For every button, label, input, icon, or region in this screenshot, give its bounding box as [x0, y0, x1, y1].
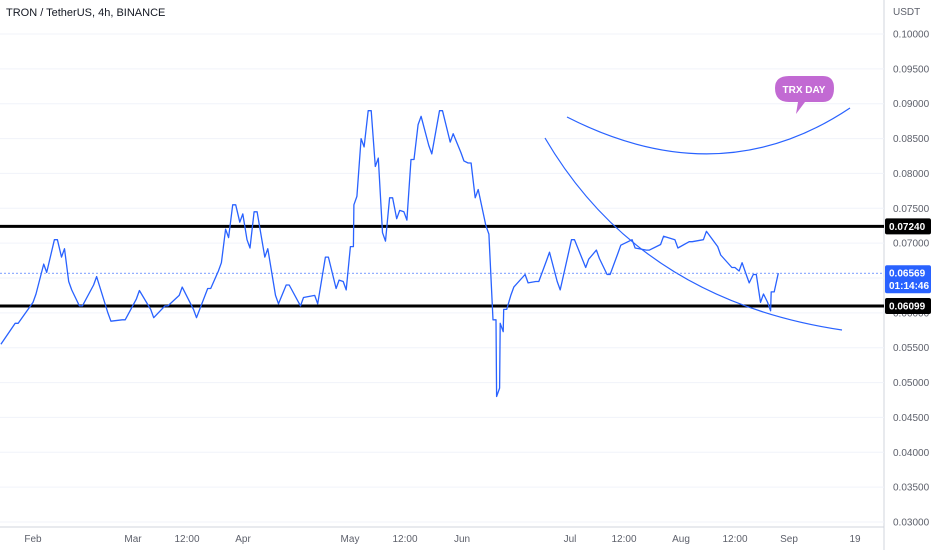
chart-title: TRON / TetherUS, 4h, BINANCE	[6, 7, 166, 19]
x-tick-label: 12:00	[611, 534, 636, 545]
y-tick-label: 0.07500	[893, 204, 930, 215]
y-tick-label: 0.09500	[893, 64, 930, 75]
y-tick-label: 0.03500	[893, 483, 930, 494]
resistance-tag	[885, 218, 931, 235]
x-tick-label: Jul	[564, 534, 577, 545]
callout-bubble[interactable]	[775, 76, 834, 114]
y-tick-label: 0.09000	[893, 99, 930, 110]
y-tick-label: 0.08000	[893, 169, 930, 180]
x-tick-label: Aug	[672, 534, 690, 545]
time-axis[interactable]: Feb Mar 12:00 Apr May 12:00 Jun Jul 12:00 Aug 12:0…	[24, 534, 861, 545]
last-price-tag-text: 0.06569	[889, 269, 926, 280]
x-tick-label: 12:00	[174, 534, 199, 545]
grid	[0, 0, 885, 550]
x-tick-label: Jun	[454, 534, 470, 545]
x-tick-label: May	[341, 534, 360, 545]
x-tick-label: Apr	[235, 534, 251, 545]
support-tag	[885, 297, 931, 314]
price-series-line	[0, 110, 779, 398]
arc-upper[interactable]	[566, 107, 851, 155]
callout-text: TRX DAY	[783, 85, 826, 96]
horizontal-levels[interactable]	[0, 224, 884, 308]
price-tags: 0.07240 0.06099 0.06569 01:14:46	[885, 218, 931, 314]
x-tick-label: Mar	[124, 534, 142, 545]
last-price-tag	[885, 265, 931, 294]
trx-day-callout[interactable]: TRX DAY	[775, 76, 834, 114]
y-tick-label: 0.07000	[893, 239, 930, 250]
arc-drawings[interactable]	[544, 107, 851, 331]
axis-unit-label: USDT	[893, 7, 920, 18]
x-tick-label: 12:00	[392, 534, 417, 545]
x-tick-label: Feb	[24, 534, 42, 545]
support-tag-text: 0.06099	[889, 301, 926, 312]
y-tick-label: 0.04000	[893, 448, 930, 459]
y-tick-label: 0.10000	[893, 30, 930, 41]
x-tick-label: 12:00	[722, 534, 747, 545]
x-tick-label: 19	[849, 534, 861, 545]
y-tick-label: 0.04500	[893, 413, 930, 424]
y-tick-label: 0.03000	[893, 518, 930, 529]
price-axis[interactable]: USDT 0.10000 0.09500 0.09000 0.08500 0.08000…	[893, 7, 930, 529]
resistance-tag-text: 0.07240	[889, 222, 926, 233]
y-tick-label: 0.05000	[893, 378, 930, 389]
x-tick-label: Sep	[780, 534, 798, 545]
y-tick-label: 0.08500	[893, 134, 930, 145]
countdown-tag-text: 01:14:46	[889, 281, 929, 292]
arc-lower[interactable]	[544, 137, 843, 331]
y-tick-label: 0.05500	[893, 343, 930, 354]
